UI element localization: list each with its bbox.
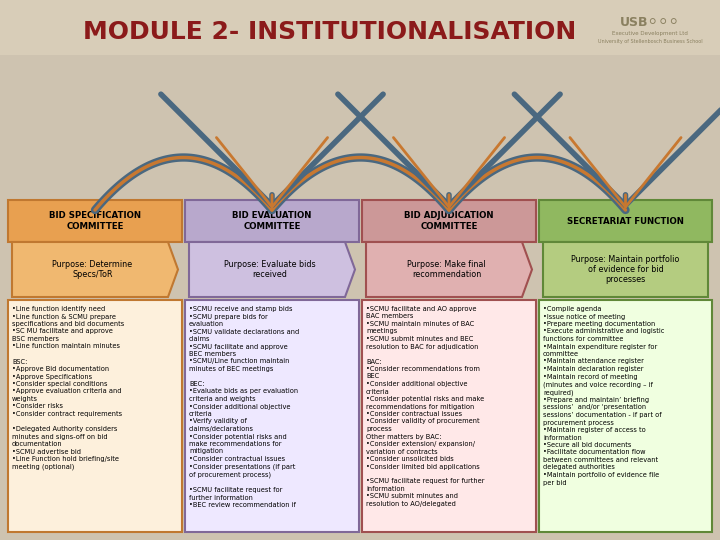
Polygon shape [543,242,708,297]
Polygon shape [189,242,355,297]
FancyBboxPatch shape [539,300,712,532]
Text: •Compile agenda
•Issue notice of meeting
•Prepare meeting documentation
•Execute: •Compile agenda •Issue notice of meeting… [543,306,665,485]
FancyBboxPatch shape [0,0,720,55]
Text: Purpose: Maintain portfolio
of evidence for bid
processes: Purpose: Maintain portfolio of evidence … [571,254,680,285]
FancyBboxPatch shape [8,300,182,532]
Polygon shape [12,242,178,297]
Text: BID EVALUATION
COMMITTEE: BID EVALUATION COMMITTEE [233,211,312,231]
FancyBboxPatch shape [185,300,359,532]
Text: Purpose: Make final
recommendation: Purpose: Make final recommendation [408,260,486,279]
Polygon shape [366,242,532,297]
Text: BID SPECIFICATION
COMMITTEE: BID SPECIFICATION COMMITTEE [49,211,141,231]
FancyBboxPatch shape [362,300,536,532]
FancyBboxPatch shape [362,200,536,242]
Text: Purpose: Evaluate bids
received: Purpose: Evaluate bids received [224,260,315,279]
Text: University of Stellenbosch Business School: University of Stellenbosch Business Scho… [598,39,702,44]
FancyBboxPatch shape [539,200,712,242]
Text: •Line function identify need
•Line function & SCMU prepare
specifications and bi: •Line function identify need •Line funct… [12,306,125,470]
Text: MODULE 2- INSTITUTIONALISATION: MODULE 2- INSTITUTIONALISATION [84,20,577,44]
Text: SECRETARIAT FUNCTION: SECRETARIAT FUNCTION [567,217,684,226]
Text: USB⚪⚪⚪: USB⚪⚪⚪ [620,16,680,29]
Text: •SCMU receive and stamp bids
•SCMU prepare bids for
evaluation
•SCMU validate de: •SCMU receive and stamp bids •SCMU prepa… [189,306,300,508]
Text: Executive Development Ltd: Executive Development Ltd [612,31,688,37]
Text: Purpose: Determine
Specs/ToR: Purpose: Determine Specs/ToR [53,260,132,279]
Text: BID ADJUDICATION
COMMITTEE: BID ADJUDICATION COMMITTEE [404,211,494,231]
Text: •SCMU facilitate and AO approve
BAC members
•SCMU maintain minutes of BAC
meetin: •SCMU facilitate and AO approve BAC memb… [366,306,485,507]
FancyBboxPatch shape [8,200,182,242]
FancyBboxPatch shape [185,200,359,242]
